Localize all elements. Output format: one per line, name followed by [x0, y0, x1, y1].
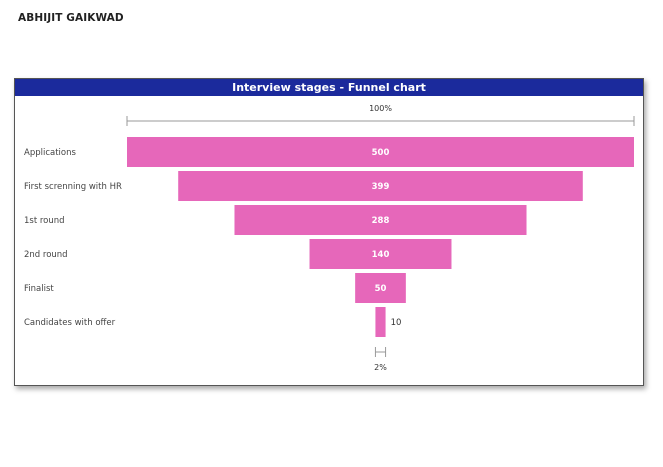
- value-label: 10: [391, 318, 402, 328]
- category-label: Candidates with offer: [24, 318, 116, 328]
- funnel-bar: [178, 171, 583, 201]
- funnel-bar: [309, 239, 452, 269]
- value-label: 50: [375, 284, 387, 294]
- category-label: Applications: [24, 148, 76, 158]
- chart-title: Interview stages - Funnel chart: [15, 79, 643, 96]
- category-label: 1st round: [24, 216, 65, 226]
- category-label: First screnning with HR: [24, 182, 122, 192]
- author-name: ABHIJIT GAIKWAD: [18, 12, 124, 24]
- bottom-percent-label: 2%: [374, 363, 387, 372]
- value-label: 500: [372, 148, 390, 158]
- funnel-bar: [127, 137, 634, 167]
- category-label: Finalist: [24, 284, 54, 294]
- funnel-bar: [375, 307, 386, 337]
- category-label: 2nd round: [24, 250, 68, 260]
- top-percent-label: 100%: [369, 104, 392, 113]
- funnel-bar: [234, 205, 527, 235]
- value-label: 399: [372, 182, 390, 192]
- value-label: 288: [372, 216, 390, 226]
- funnel-bar: [355, 273, 406, 303]
- value-label: 140: [372, 250, 390, 260]
